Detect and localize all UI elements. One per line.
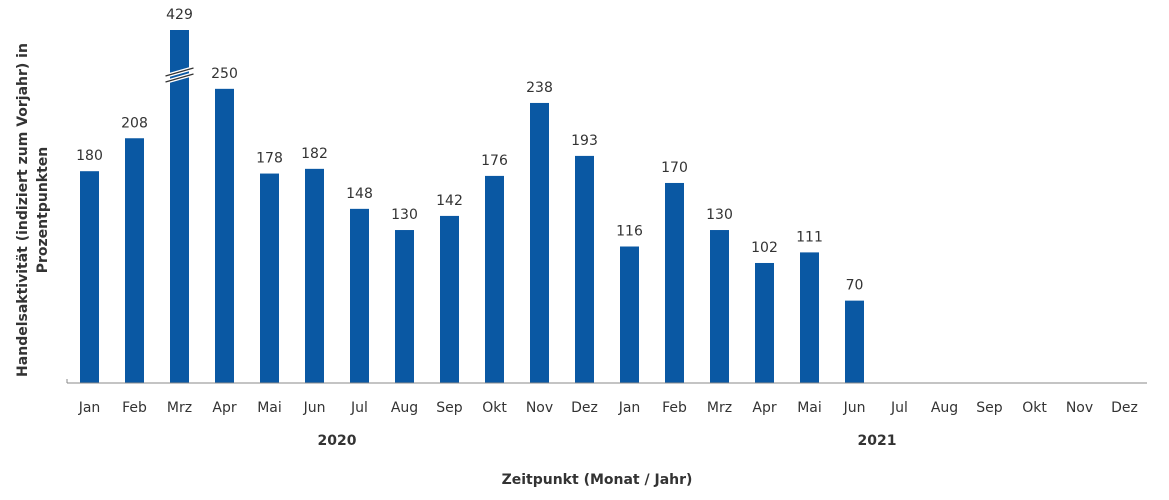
x-tick-label: Jul <box>890 400 908 416</box>
x-tick-label: Sep <box>976 400 1003 416</box>
value-label: 180 <box>76 148 103 164</box>
bar <box>305 168 324 383</box>
x-tick-label: Nov <box>1066 400 1093 416</box>
value-label: 111 <box>796 229 823 245</box>
value-label: 193 <box>571 133 598 149</box>
x-tick-label: Mrz <box>167 400 192 416</box>
value-label: 208 <box>121 115 148 131</box>
x-tick-label: Dez <box>1111 400 1138 416</box>
bar <box>395 230 414 383</box>
x-tick-label: Feb <box>122 400 147 416</box>
bar <box>485 175 504 383</box>
x-tick-label: Jun <box>303 400 326 416</box>
x-tick-label: Dez <box>571 400 598 416</box>
value-label: 130 <box>706 207 733 223</box>
value-label: 130 <box>391 207 418 223</box>
value-label: 182 <box>301 146 328 162</box>
bar <box>530 102 549 383</box>
group-label: 2021 <box>858 433 897 449</box>
x-tick-label: Apr <box>212 400 236 416</box>
value-label: 170 <box>661 160 688 176</box>
bar <box>710 230 729 383</box>
value-label: 238 <box>526 80 553 96</box>
x-tick-label: Mai <box>797 400 822 416</box>
x-tick-label: Feb <box>662 400 687 416</box>
x-tick-label: Aug <box>931 400 958 416</box>
x-tick-label: Jan <box>78 400 101 416</box>
bar <box>440 215 459 383</box>
x-tick-label: Nov <box>526 400 553 416</box>
bar <box>620 246 639 383</box>
axis-break <box>165 67 194 77</box>
x-tick-label: Jun <box>843 400 866 416</box>
value-label: 148 <box>346 186 373 202</box>
bar <box>755 262 774 383</box>
value-label: 70 <box>846 278 864 294</box>
value-label: 116 <box>616 224 643 240</box>
x-tick-label: Mrz <box>707 400 732 416</box>
axis-break <box>165 73 194 83</box>
bar <box>260 173 279 383</box>
y-axis-label: Prozentpunkten <box>35 147 51 274</box>
x-tick-label: Okt <box>482 400 507 416</box>
value-label: 176 <box>481 153 508 169</box>
bar <box>350 208 369 383</box>
x-tick-label: Mai <box>257 400 282 416</box>
group-label: 2020 <box>318 433 357 449</box>
bar <box>125 138 144 383</box>
value-label: 142 <box>436 193 463 209</box>
value-label: 102 <box>751 240 778 256</box>
x-tick-label: Aug <box>391 400 418 416</box>
value-label: 250 <box>211 66 238 82</box>
x-tick-label: Apr <box>752 400 776 416</box>
value-label: 429 <box>166 7 193 23</box>
x-axis-label: Zeitpunkt (Monat / Jahr) <box>502 472 693 488</box>
bar <box>215 88 234 383</box>
value-label: 178 <box>256 151 283 167</box>
x-tick-label: Jan <box>618 400 641 416</box>
bar <box>170 30 189 383</box>
bar <box>80 171 99 383</box>
x-tick-label: Okt <box>1022 400 1047 416</box>
x-tick-label: Jul <box>350 400 368 416</box>
bar <box>800 252 819 383</box>
y-axis-label: Handelsaktivität (indiziert zum Vorjahr)… <box>15 43 31 377</box>
x-tick-label: Sep <box>436 400 463 416</box>
bar <box>575 155 594 383</box>
bar <box>665 182 684 383</box>
bar <box>845 300 864 383</box>
